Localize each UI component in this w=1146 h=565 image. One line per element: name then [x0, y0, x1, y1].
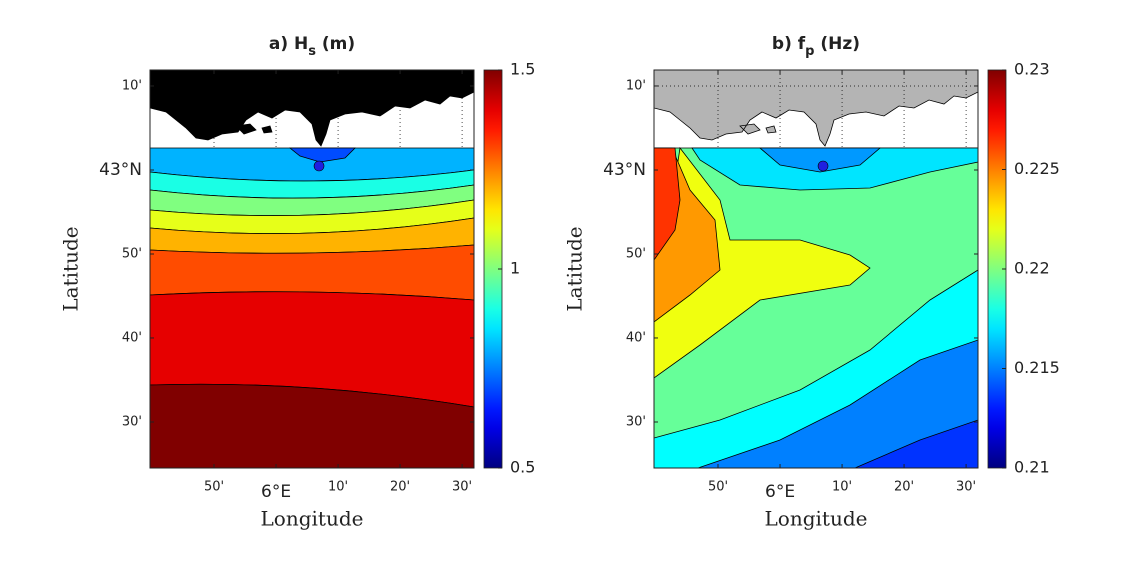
y-axis-label: Latitude	[563, 226, 587, 311]
y-axis-label: Latitude	[59, 226, 83, 311]
x-tick-label: 6°E	[261, 482, 291, 502]
colorbar-tick-label: 0.21	[1014, 458, 1050, 477]
y-tick-label: 30'	[122, 414, 142, 429]
title-part: (Hz)	[814, 34, 860, 54]
colorbar-tick-label: 0.5	[510, 458, 535, 477]
y-tick-label: 50'	[122, 247, 142, 262]
colorbar-tick-label: 0.215	[1014, 358, 1060, 377]
x-axis-label: Longitude	[765, 507, 868, 531]
title-part: s	[308, 44, 316, 59]
contour-band	[288, 147, 356, 163]
buoy-marker	[817, 160, 829, 172]
y-tick-label: 10'	[626, 78, 646, 93]
chart-title: a) Hs (m)	[269, 34, 355, 59]
axes-frame	[653, 69, 979, 469]
axes-frame	[149, 69, 475, 469]
title-part: a) H	[269, 34, 308, 54]
y-tick-label: 30'	[626, 414, 646, 429]
colorbar-tick-label: 0.225	[1014, 159, 1060, 178]
x-tick-label: 10'	[328, 480, 348, 495]
x-tick-label: 6°E	[765, 482, 795, 502]
x-tick-label: 50'	[204, 480, 224, 495]
map-panel: 50' 6°E 10' 20' 30' 30' 40' 50' 43°N 10' Longitude…	[59, 34, 536, 531]
buoy-marker	[313, 160, 325, 172]
title-part: (m)	[316, 34, 355, 54]
colorbar-tick-label: 1.5	[510, 60, 535, 79]
title-part: b) f	[772, 34, 806, 54]
y-tick-label: 10'	[122, 78, 142, 93]
y-tick-label: 50'	[626, 247, 646, 262]
colorbar-tick-label: 0.22	[1014, 259, 1050, 278]
x-tick-label: 50'	[708, 480, 728, 495]
x-tick-label: 20'	[894, 480, 914, 495]
x-tick-label: 20'	[390, 480, 410, 495]
y-tick-label: 43°N	[99, 160, 142, 180]
x-tick-label: 10'	[832, 480, 852, 495]
contour-band	[758, 147, 882, 173]
chart-title: b) fp (Hz)	[772, 34, 860, 59]
map-panel: 50' 6°E 10' 20' 30' 30' 40' 50' 43°N 10' Longitude…	[563, 34, 1060, 531]
colorbar-tick-label: 1	[510, 259, 520, 278]
y-tick-label: 43°N	[603, 160, 646, 180]
x-tick-label: 30'	[452, 480, 472, 495]
contour-bands	[149, 147, 475, 469]
y-tick-label: 40'	[626, 330, 646, 345]
title-part: p	[805, 44, 814, 59]
contour-bands	[653, 147, 979, 469]
x-tick-label: 30'	[956, 480, 976, 495]
y-tick-label: 40'	[122, 330, 142, 345]
x-axis-label: Longitude	[261, 507, 364, 531]
colorbar-tick-label: 0.23	[1014, 60, 1050, 79]
